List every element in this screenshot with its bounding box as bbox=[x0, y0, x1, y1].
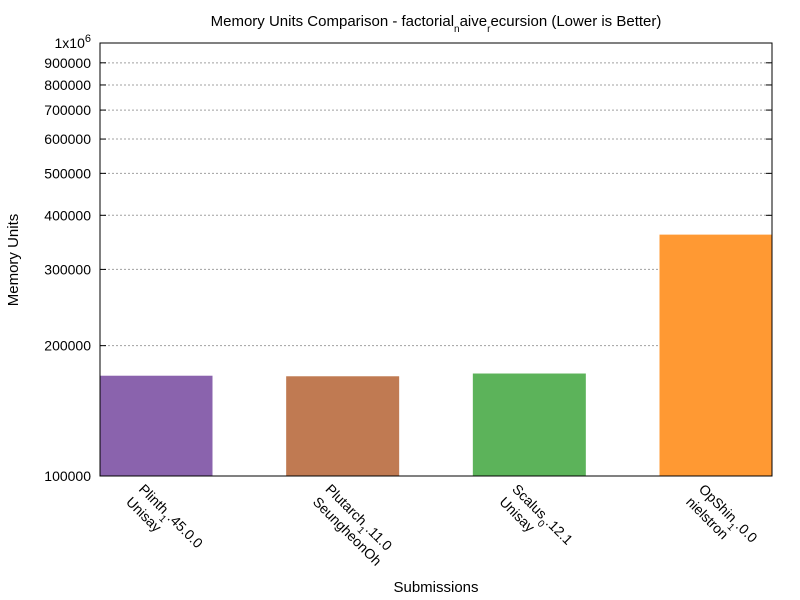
plot-frame bbox=[99, 42, 773, 477]
y-tick-label: 700000 bbox=[44, 102, 91, 118]
gridlines bbox=[100, 42, 772, 477]
bars bbox=[99, 234, 773, 477]
bar-3 bbox=[472, 373, 586, 477]
y-tick-label: 600000 bbox=[44, 131, 91, 147]
y-tick-label: 100000 bbox=[44, 468, 91, 484]
y-tick-label: 200000 bbox=[44, 338, 91, 354]
bar-2 bbox=[286, 376, 400, 477]
y-tick-label: 1x106 bbox=[55, 33, 91, 51]
y-tick-label: 300000 bbox=[44, 261, 91, 277]
chart-title: Memory Units Comparison - factorialnaive… bbox=[211, 13, 662, 35]
bar-1 bbox=[99, 375, 213, 477]
y-tick-label: 800000 bbox=[44, 77, 91, 93]
y-tick-labels: 100000 200000 300000 400000 500000 600000 7000… bbox=[44, 33, 91, 484]
bar-4 bbox=[659, 234, 773, 477]
y-axis-label: Memory Units bbox=[5, 214, 22, 307]
y-tick-label: 500000 bbox=[44, 165, 91, 181]
y-tick-label: 400000 bbox=[44, 207, 91, 223]
x-axis-label: Submissions bbox=[393, 579, 478, 596]
y-tick-label: 900000 bbox=[44, 55, 91, 71]
